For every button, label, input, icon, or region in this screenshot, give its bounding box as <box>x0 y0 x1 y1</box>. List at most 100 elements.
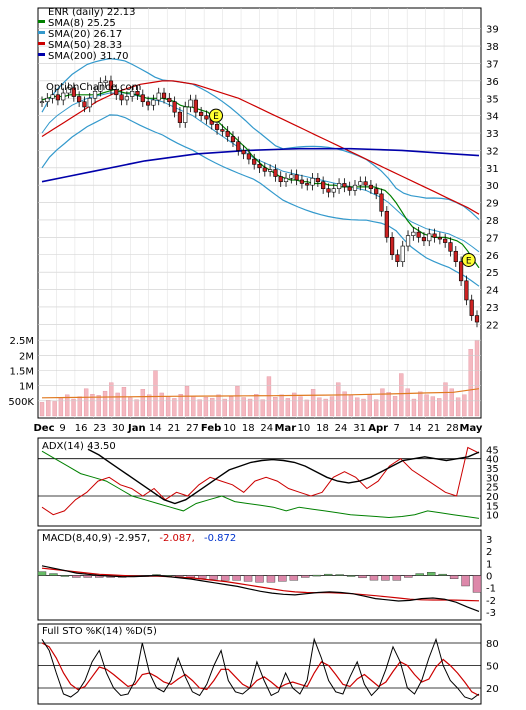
candle-body <box>108 80 114 90</box>
sto-tick-label: 50 <box>486 662 499 673</box>
legend-entry: SMA(50) 28.33 <box>48 40 122 51</box>
candle-body <box>347 186 352 191</box>
x-tick-label: 7 <box>394 423 400 434</box>
x-tick-label: May <box>460 423 483 434</box>
sma20-upper-band <box>41 57 480 220</box>
candle-body <box>458 261 464 282</box>
macd-histogram-bar <box>369 575 379 581</box>
volume-bar <box>292 392 297 417</box>
volume-bar <box>197 399 202 417</box>
price-tick-label: 22 <box>486 320 499 331</box>
candle-body <box>39 101 45 104</box>
earnings-marker-label: E <box>213 112 219 122</box>
macd-tick-label: 2 <box>486 547 492 558</box>
macd-histogram-bar <box>49 573 58 576</box>
adx-line <box>87 448 480 505</box>
volume-bar <box>254 394 259 417</box>
x-tick-label: 16 <box>75 423 88 434</box>
earnings-marker <box>461 252 476 267</box>
volume-bar <box>210 397 215 417</box>
macd-histogram-bar <box>358 575 367 579</box>
x-tick-label: 27 <box>186 423 199 434</box>
macd-histogram-bar <box>392 575 402 581</box>
volume-bar <box>361 398 366 417</box>
volume-bar <box>58 397 64 417</box>
legend-entry: SMA(200) 31.70 <box>48 51 129 62</box>
candle-body <box>363 181 368 186</box>
volume-bar <box>71 398 76 417</box>
x-tick-label: 14 <box>149 423 162 434</box>
candle-body <box>188 99 193 108</box>
candle-body <box>119 94 124 101</box>
candle-body <box>82 101 87 108</box>
x-tick-label: Feb <box>201 423 221 434</box>
x-tick-label: Jan <box>127 423 146 434</box>
price-tick-label: 37 <box>486 59 499 70</box>
candle-body <box>427 233 432 242</box>
sto-y-axis: 80 50 20 <box>486 639 499 695</box>
x-tick-label: 21 <box>428 423 441 434</box>
volume-bar <box>449 388 454 417</box>
price-tick-label: 34 <box>486 112 499 123</box>
macd-histogram-bar <box>381 575 390 581</box>
volume-bar <box>323 398 328 417</box>
candle-body <box>342 183 347 188</box>
candle-body <box>289 174 294 179</box>
macd-histogram-bar <box>346 575 356 577</box>
macd-histogram-bar <box>175 575 184 577</box>
candle-body <box>443 238 448 243</box>
candle-body <box>145 101 151 106</box>
volume-bar <box>399 373 404 417</box>
volume-bars <box>39 340 480 417</box>
adx-tick-label: 10 <box>486 511 499 522</box>
macd-tick-label: -1 <box>486 584 496 595</box>
macd-histogram-bar <box>438 573 447 576</box>
volume-average-line <box>41 388 480 399</box>
x-tick-label: Dec <box>33 423 54 434</box>
candle-body <box>172 101 177 113</box>
candle-body <box>448 242 453 252</box>
macd-histogram-bar <box>461 575 470 587</box>
x-tick-label: 24 <box>335 423 348 434</box>
volume-bar <box>178 394 183 417</box>
macd-histogram-bar <box>301 575 310 578</box>
volume-bar <box>52 401 57 417</box>
volume-bar <box>46 400 51 417</box>
volume-tick-label: 500K <box>8 397 34 408</box>
macd-histogram-bar <box>312 574 321 577</box>
adx-label: ADX(14) 43.50 <box>42 441 116 452</box>
macd-histogram-bar <box>449 575 459 580</box>
legend-swatch <box>38 53 45 56</box>
macd-histogram-bar <box>415 573 424 576</box>
volume-bar <box>317 397 322 417</box>
candle-body <box>61 92 66 101</box>
candle-body <box>50 94 55 99</box>
candle-body <box>405 235 411 247</box>
candle-body <box>66 87 71 94</box>
volume-bar <box>216 394 221 417</box>
candle-body <box>384 210 389 238</box>
candle-body <box>92 90 98 99</box>
x-tick-label: 21 <box>168 423 181 434</box>
adx-tick-label: 20 <box>486 492 499 503</box>
volume-bar <box>96 395 101 417</box>
x-tick-label: 24 <box>260 423 273 434</box>
x-tick-label: 31 <box>353 423 366 434</box>
x-tick-label: Mar <box>275 423 297 434</box>
macd-histogram-bar <box>232 575 241 581</box>
volume-bar <box>474 340 480 417</box>
adx-tick-label: 25 <box>486 483 499 494</box>
candle-body <box>177 111 183 123</box>
macd-signal-line <box>41 567 480 602</box>
price-tick-label: 35 <box>486 94 499 105</box>
volume-bar <box>411 398 417 417</box>
volume-bar <box>273 397 278 417</box>
candle-body <box>98 82 103 92</box>
adx-tick-label: 45 <box>486 445 499 456</box>
volume-bar <box>329 396 335 417</box>
candle-body <box>167 97 172 103</box>
volume-bar <box>367 394 372 417</box>
volume-bar <box>134 399 139 417</box>
volume-bar <box>102 390 108 417</box>
candle-body <box>87 97 92 108</box>
